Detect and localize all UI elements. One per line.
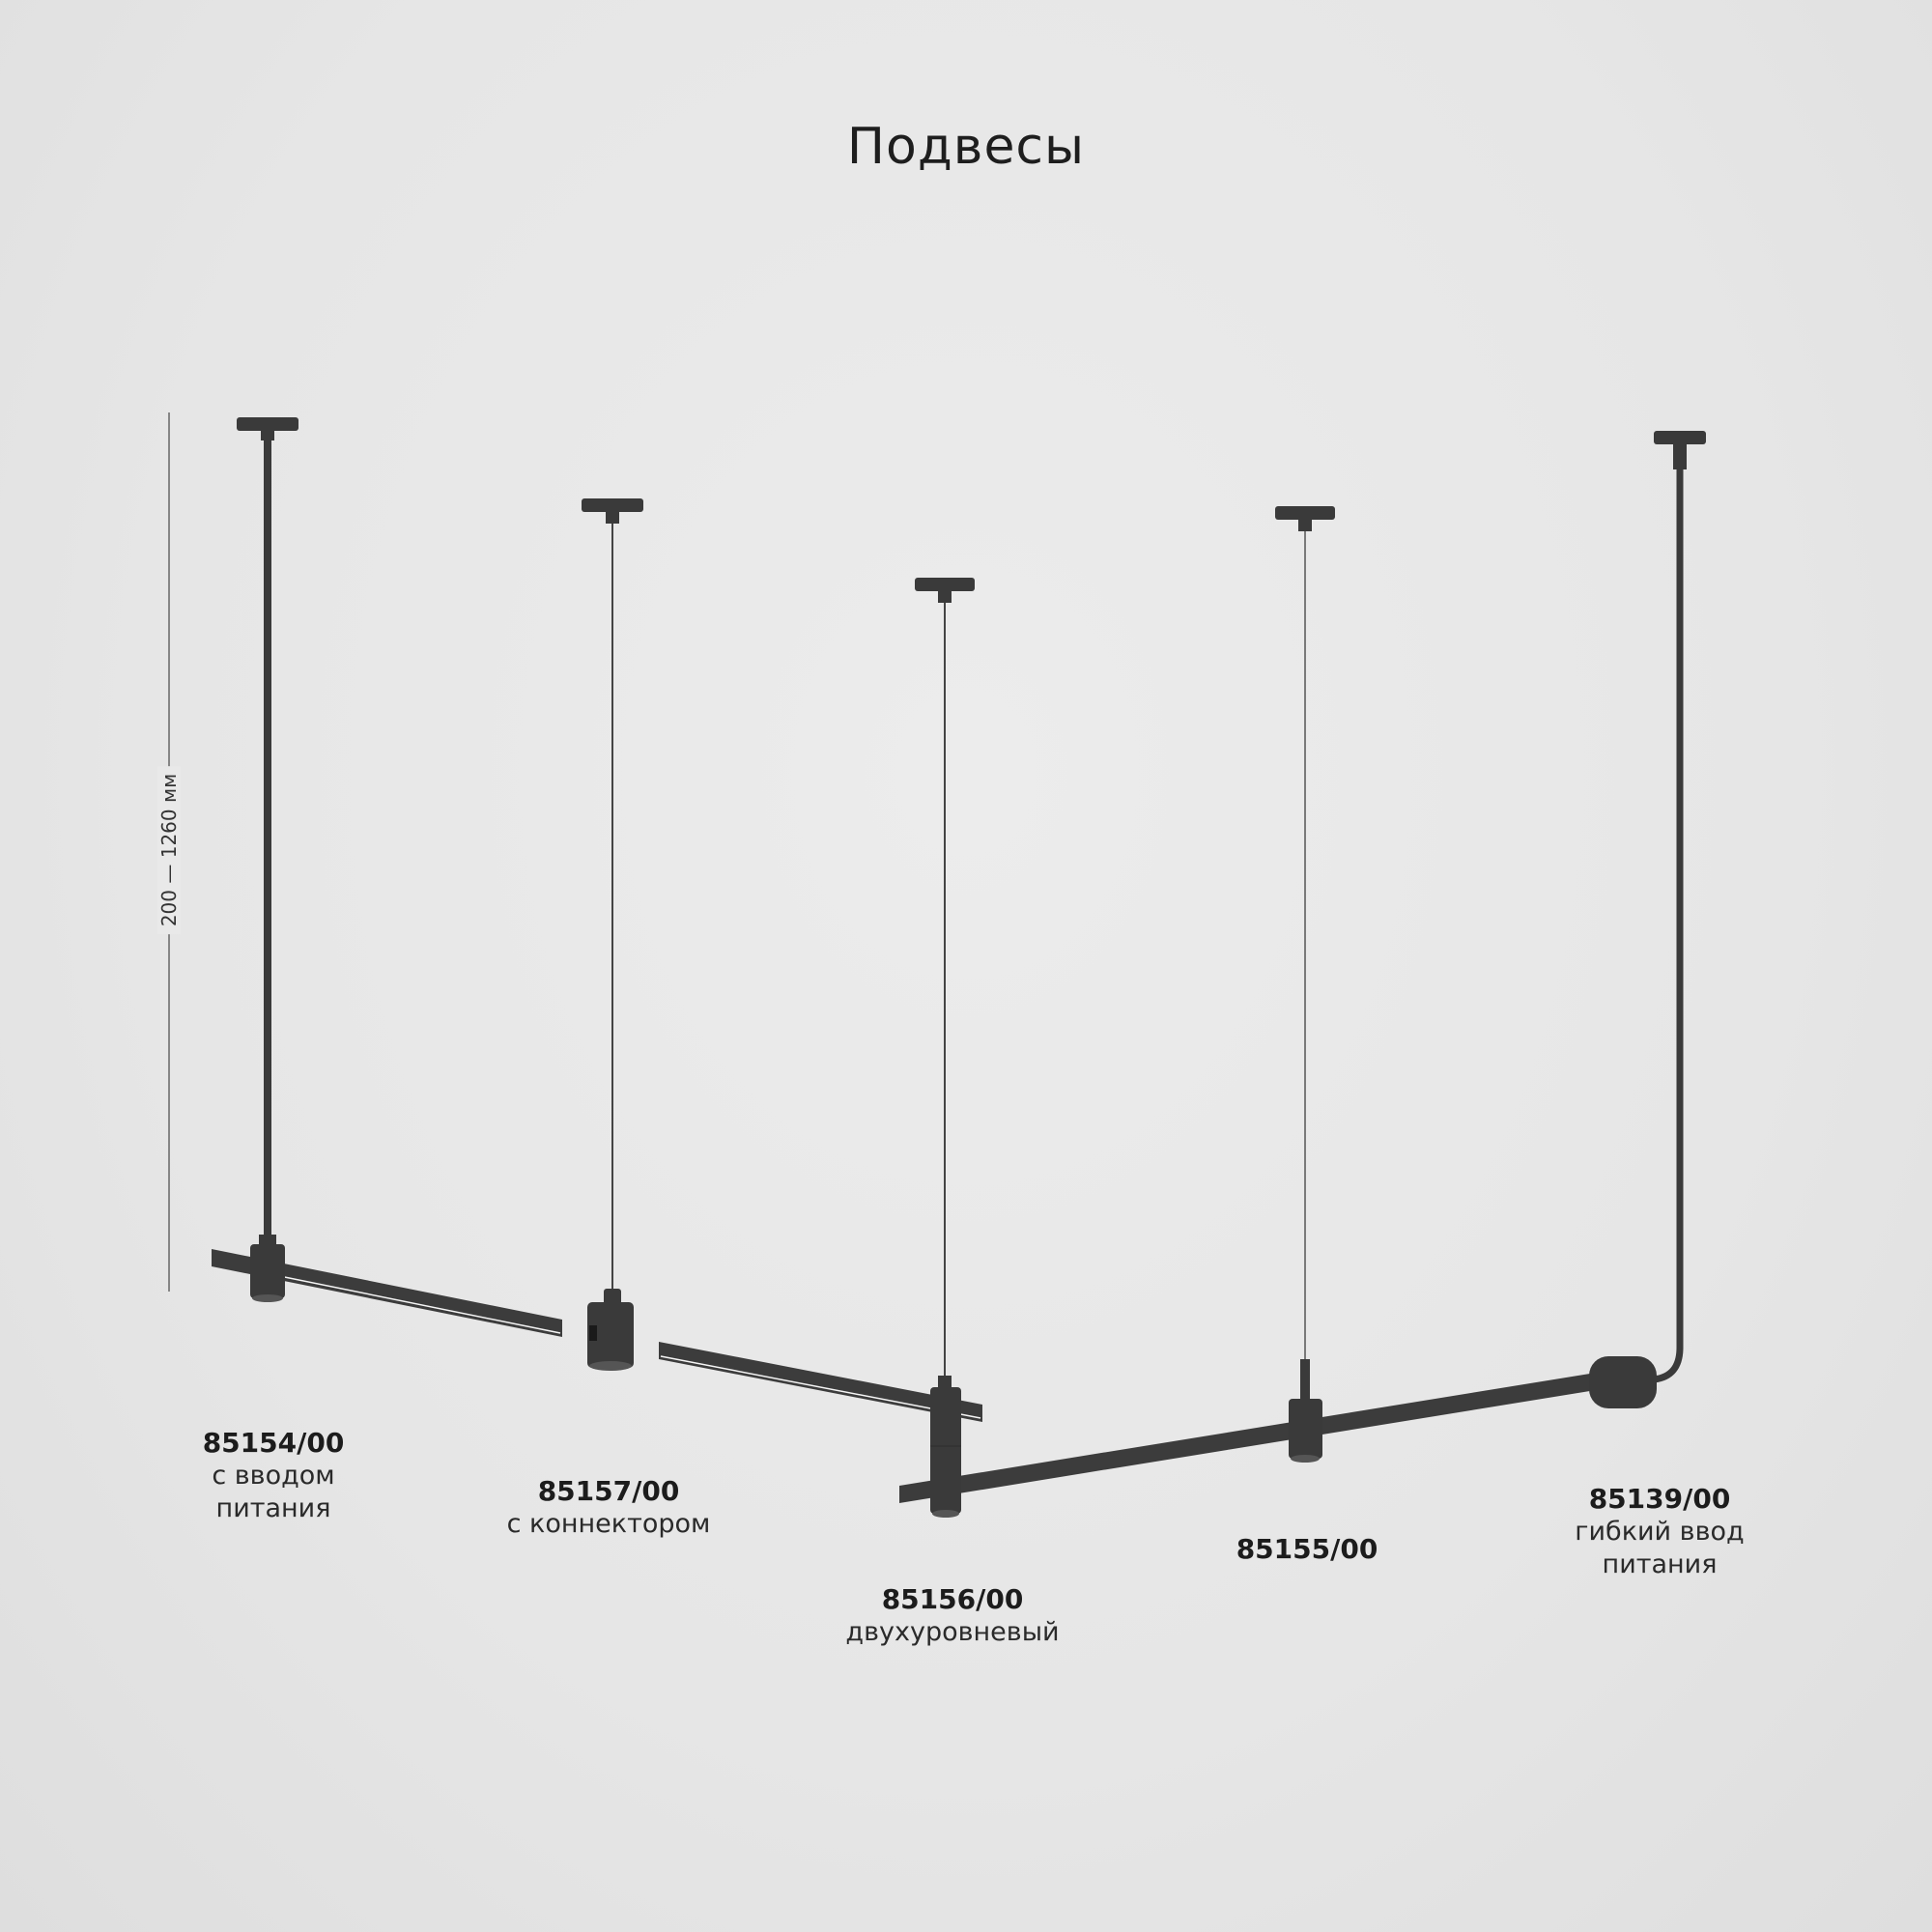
product-code: 85157/00 (537, 1475, 680, 1507)
page-title: Подвесы (846, 118, 1086, 176)
product-label-85156: 85156/00 двухуровневый (845, 1583, 1059, 1649)
pendant-85156 (915, 578, 975, 1518)
pendant-85155 (1275, 506, 1335, 1463)
track-a (212, 1249, 562, 1337)
product-desc: с вводом (212, 1461, 335, 1491)
product-desc: с коннектором (506, 1509, 711, 1539)
pendant-85154 (237, 417, 298, 1302)
track-c (899, 1372, 1602, 1503)
product-code: 85154/00 (202, 1427, 345, 1459)
pendant-85157 (582, 498, 643, 1371)
product-label-85155: 85155/00 (1236, 1533, 1378, 1566)
product-label-85139: 85139/00 гибкий ввод питания (1575, 1483, 1744, 1581)
pendant-85139 (1589, 431, 1706, 1408)
product-code: 85156/00 (881, 1583, 1024, 1615)
product-desc: двухуровневый (845, 1617, 1060, 1647)
track-b (659, 1342, 982, 1422)
dimension-label: 200 — 1260 мм (157, 765, 181, 935)
product-label-85157: 85157/00 с коннектором (507, 1475, 711, 1541)
product-desc: питания (215, 1493, 331, 1523)
product-code: 85155/00 (1236, 1533, 1378, 1565)
product-desc: гибкий ввод (1575, 1517, 1745, 1547)
product-desc: питания (1602, 1549, 1718, 1579)
product-code: 85139/00 (1588, 1483, 1731, 1515)
product-label-85154: 85154/00 с вводом питания (203, 1427, 345, 1525)
